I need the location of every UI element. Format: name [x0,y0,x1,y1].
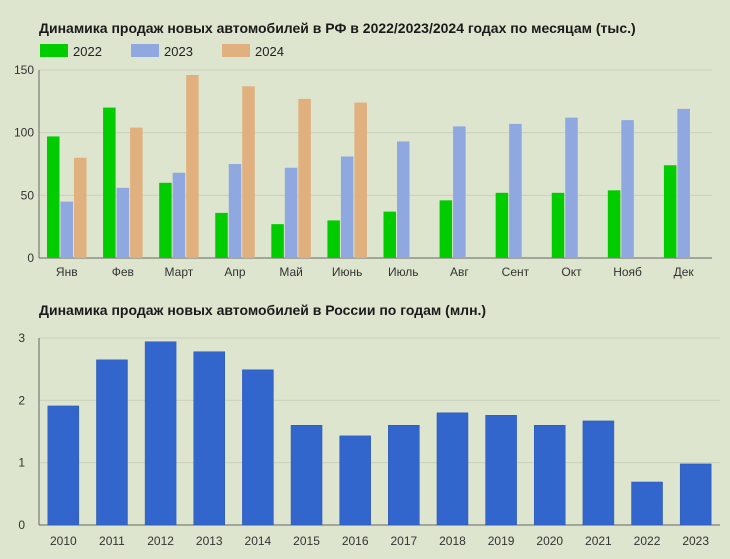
legend-swatch-2023 [131,44,159,57]
monthly-xtick-label: Сент [502,265,530,279]
monthly-bar-2022-3 [215,212,228,258]
monthly-ytick-label: 150 [14,63,34,77]
legend-swatch-2024 [222,44,250,57]
yearly-xtick-label: 2015 [293,534,320,548]
monthly-xtick-label: Май [279,265,303,279]
yearly-xtick-label: 2020 [536,534,563,548]
yearly-xtick-label: 2011 [99,534,125,548]
yearly-bar-2019 [485,415,517,526]
yearly-chart-bars [47,341,712,526]
monthly-chart-title: Динамика продаж новых автомобилей в РФ в… [39,20,636,36]
yearly-bar-2023 [679,463,712,526]
yearly-xtick-label: 2022 [634,534,661,548]
monthly-bar-2023-2 [172,172,186,258]
yearly-xtick-label: 2021 [585,534,612,548]
monthly-bar-2023-11 [677,108,690,258]
yearly-ytick-label: 0 [18,518,25,532]
monthly-ytick-label: 100 [14,126,34,140]
monthly-bar-2023-0 [60,201,73,258]
monthly-bar-2023-6 [397,141,410,258]
monthly-bar-2022-1 [103,107,116,258]
monthly-bar-2023-7 [453,126,466,259]
yearly-ytick-label: 3 [18,331,25,345]
yearly-xtick-label: 2019 [488,534,515,548]
monthly-bar-2024-0 [74,157,87,258]
monthly-bar-2022-7 [439,200,453,258]
monthly-xtick-label: Янв [56,265,78,279]
yearly-ytick-label: 1 [18,456,25,470]
yearly-bar-2013 [193,351,225,526]
monthly-chart-legend: 2022 2023 2024 [40,44,284,59]
monthly-xtick-label: Июнь [332,265,363,279]
monthly-ytick-label: 50 [21,188,35,202]
yearly-sales-chart: Динамика продаж новых автомобилей в Росс… [18,302,720,548]
yearly-bar-2020 [534,425,566,526]
yearly-bar-2010 [47,405,80,526]
monthly-xtick-label: Нояб [613,265,642,279]
monthly-bar-2022-9 [551,192,565,258]
monthly-bar-2023-9 [565,117,578,258]
monthly-bar-2023-8 [509,123,522,258]
monthly-bar-2022-5 [327,220,340,258]
monthly-chart-bars [47,75,690,259]
monthly-bar-2024-4 [298,98,311,259]
yearly-ytick-label: 2 [18,393,25,407]
legend-label-2024: 2024 [255,44,284,59]
monthly-xtick-label: Авг [450,265,469,279]
monthly-bar-2023-1 [116,187,130,258]
yearly-chart-grid [38,337,720,526]
monthly-xtick-label: Июль [388,265,419,279]
yearly-bar-2011 [96,359,128,526]
monthly-sales-chart: Динамика продаж новых автомобилей в РФ в… [14,20,712,279]
monthly-chart-ticks: 0 50 100 150 Янв Фев Март Апр Май Июнь Июль Авг Сент… [14,63,694,279]
yearly-chart-title: Динамика продаж новых автомобилей в Росс… [39,302,486,318]
monthly-bar-2022-4 [271,224,284,258]
legend-label-2022: 2022 [73,44,102,59]
legend-swatch-2022 [40,44,68,57]
monthly-bar-2024-3 [242,86,255,258]
monthly-bar-2024-5 [354,102,367,258]
yearly-xtick-label: 2012 [147,534,174,548]
monthly-bar-2024-1 [130,127,143,258]
monthly-bar-2022-11 [663,165,677,258]
monthly-xtick-label: Дек [674,265,695,279]
monthly-bar-2023-10 [621,120,634,258]
yearly-xtick-label: 2018 [439,534,466,548]
monthly-bar-2022-6 [383,211,396,258]
yearly-xtick-label: 2023 [682,534,709,548]
monthly-xtick-label: Фев [112,265,134,279]
legend-label-2023: 2023 [164,44,193,59]
monthly-bar-2023-5 [340,156,354,258]
yearly-bar-2016 [339,435,371,526]
monthly-bar-2022-0 [47,136,60,258]
yearly-xtick-label: 2017 [390,534,417,548]
monthly-chart-grid [38,69,712,259]
monthly-xtick-label: Апр [224,265,246,279]
yearly-bar-2018 [436,412,469,526]
yearly-xtick-label: 2016 [342,534,369,548]
yearly-bar-2021 [582,420,615,526]
monthly-bar-2022-10 [607,190,621,258]
monthly-bar-2023-3 [228,164,242,258]
monthly-bar-2022-8 [495,192,509,258]
monthly-bar-2024-2 [186,75,199,258]
yearly-bar-2022 [631,481,663,526]
monthly-xtick-label: Март [165,265,194,279]
yearly-bar-2012 [144,341,177,526]
yearly-bar-2014 [242,369,274,526]
yearly-xtick-label: 2013 [196,534,223,548]
yearly-xtick-label: 2014 [245,534,272,548]
monthly-bar-2022-2 [159,182,172,258]
yearly-bar-2015 [290,425,323,526]
yearly-bar-2017 [388,425,420,526]
yearly-chart-ticks: 0 1 2 3 2010 2011 2012 2013 2014 2015 2016 2017 2018… [18,331,709,548]
monthly-xtick-label: Окт [561,265,582,279]
monthly-bar-2023-4 [284,167,298,258]
monthly-ytick-label: 0 [27,251,34,265]
yearly-xtick-label: 2010 [50,534,77,548]
